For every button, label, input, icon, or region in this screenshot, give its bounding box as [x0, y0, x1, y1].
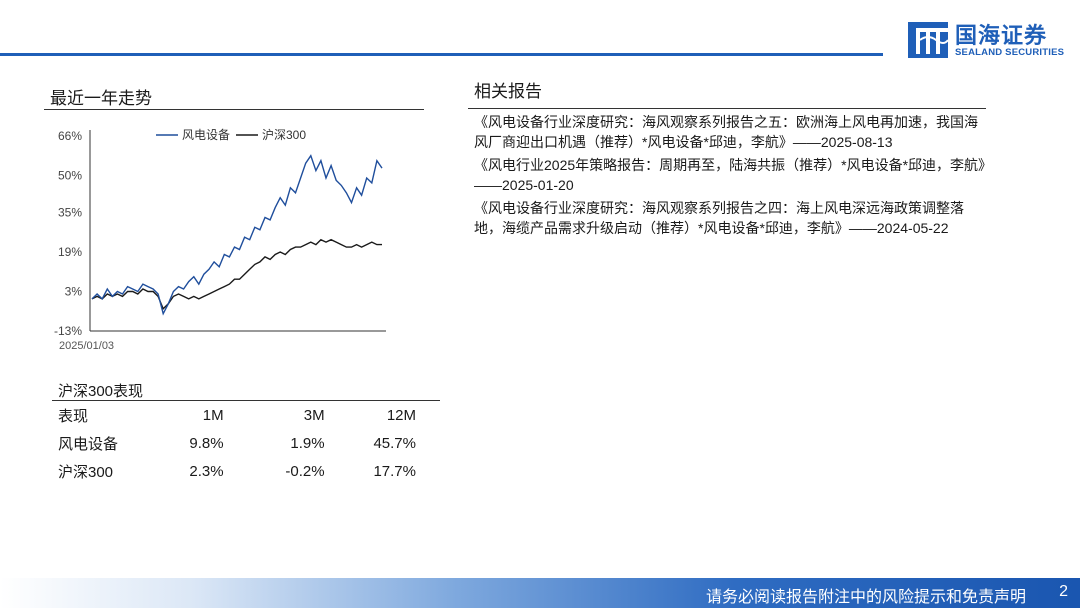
related-title-rule: [468, 108, 986, 109]
series-line: [91, 238, 382, 311]
sealand-logo: 国海证券 SEALAND SECURITIES: [906, 16, 1066, 62]
related-report-link[interactable]: 《风电设备行业深度研究：海风观察系列报告之四：海上风电深远海政策调整落地，海缆产…: [474, 200, 964, 236]
related-reports-title: 相关报告: [474, 82, 542, 101]
y-tick-label: 3%: [65, 285, 83, 299]
footer-bar: 请务必阅读报告附注中的风险提示和免责声明 2: [0, 578, 1080, 608]
table-header-cell: 3M: [223, 400, 325, 429]
table-header-cell: 1M: [147, 400, 224, 429]
table-header-row: 表现 1M 3M 12M: [52, 400, 440, 429]
trend-title-rule: [44, 109, 424, 110]
table-header-cell: 表现: [52, 400, 148, 429]
table-cell: 9.8%: [189, 434, 224, 452]
y-tick-label: 35%: [58, 206, 82, 220]
related-report-link[interactable]: 《风电设备行业深度研究：海风观察系列报告之五：欧洲海上风电再加速，我国海风厂商迎…: [474, 114, 978, 150]
legend-label: 沪深300: [262, 128, 306, 142]
header-rule: [0, 53, 883, 56]
table-cell: 45.7%: [373, 434, 416, 452]
table-cell: 沪深300: [58, 463, 114, 481]
table-cell: -0.2%: [285, 462, 325, 480]
logo-chinese-name: 国海证券: [955, 23, 1048, 48]
table-cell: 2.3%: [189, 462, 224, 480]
series-line: [91, 154, 383, 316]
table-row: 沪深300 2.3% -0.2% 17.7%: [52, 457, 440, 485]
table-row: 风电设备 9.8% 1.9% 45.7%: [52, 429, 440, 457]
y-tick-label: -13%: [54, 324, 82, 338]
trend-chart: 66% 50% 35% 19% 3% -13% 风电设备 沪深300 2025/01/03: [54, 128, 386, 352]
legend-label: 风电设备: [182, 128, 230, 142]
performance-table: 表现 1M 3M 12M 风电设备 9.8% 1.9% 45.7% 沪深300 …: [52, 400, 440, 485]
y-tick-label: 19%: [58, 245, 82, 259]
table-cell: 17.7%: [373, 462, 416, 480]
related-report-link[interactable]: 《风电行业2025年策略报告：周期再至，陆海共振（推荐）*风电设备*邱迪，李航》…: [474, 157, 986, 193]
x-tick-label-start: 2025/01/03: [59, 340, 114, 352]
sealand-logo-icon: [908, 22, 949, 58]
y-tick-label: 66%: [58, 129, 82, 143]
table-header-cell: 12M: [324, 400, 440, 429]
performance-title: 沪深300表现: [58, 383, 144, 400]
logo-english-name: SEALAND SECURITIES: [955, 47, 1065, 58]
table-cell: 风电设备: [58, 435, 119, 453]
table-cell: 1.9%: [290, 434, 325, 452]
trend-section-title: 最近一年走势: [50, 89, 152, 108]
page-number: 2: [1059, 583, 1068, 600]
y-tick-label: 50%: [58, 168, 82, 182]
related-reports-list: 《风电设备行业深度研究：海风观察系列报告之五：欧洲海上风电再加速，我国海风厂商迎…: [474, 112, 986, 241]
footer-disclaimer: 请务必阅读报告附注中的风险提示和免责声明: [705, 589, 1026, 606]
